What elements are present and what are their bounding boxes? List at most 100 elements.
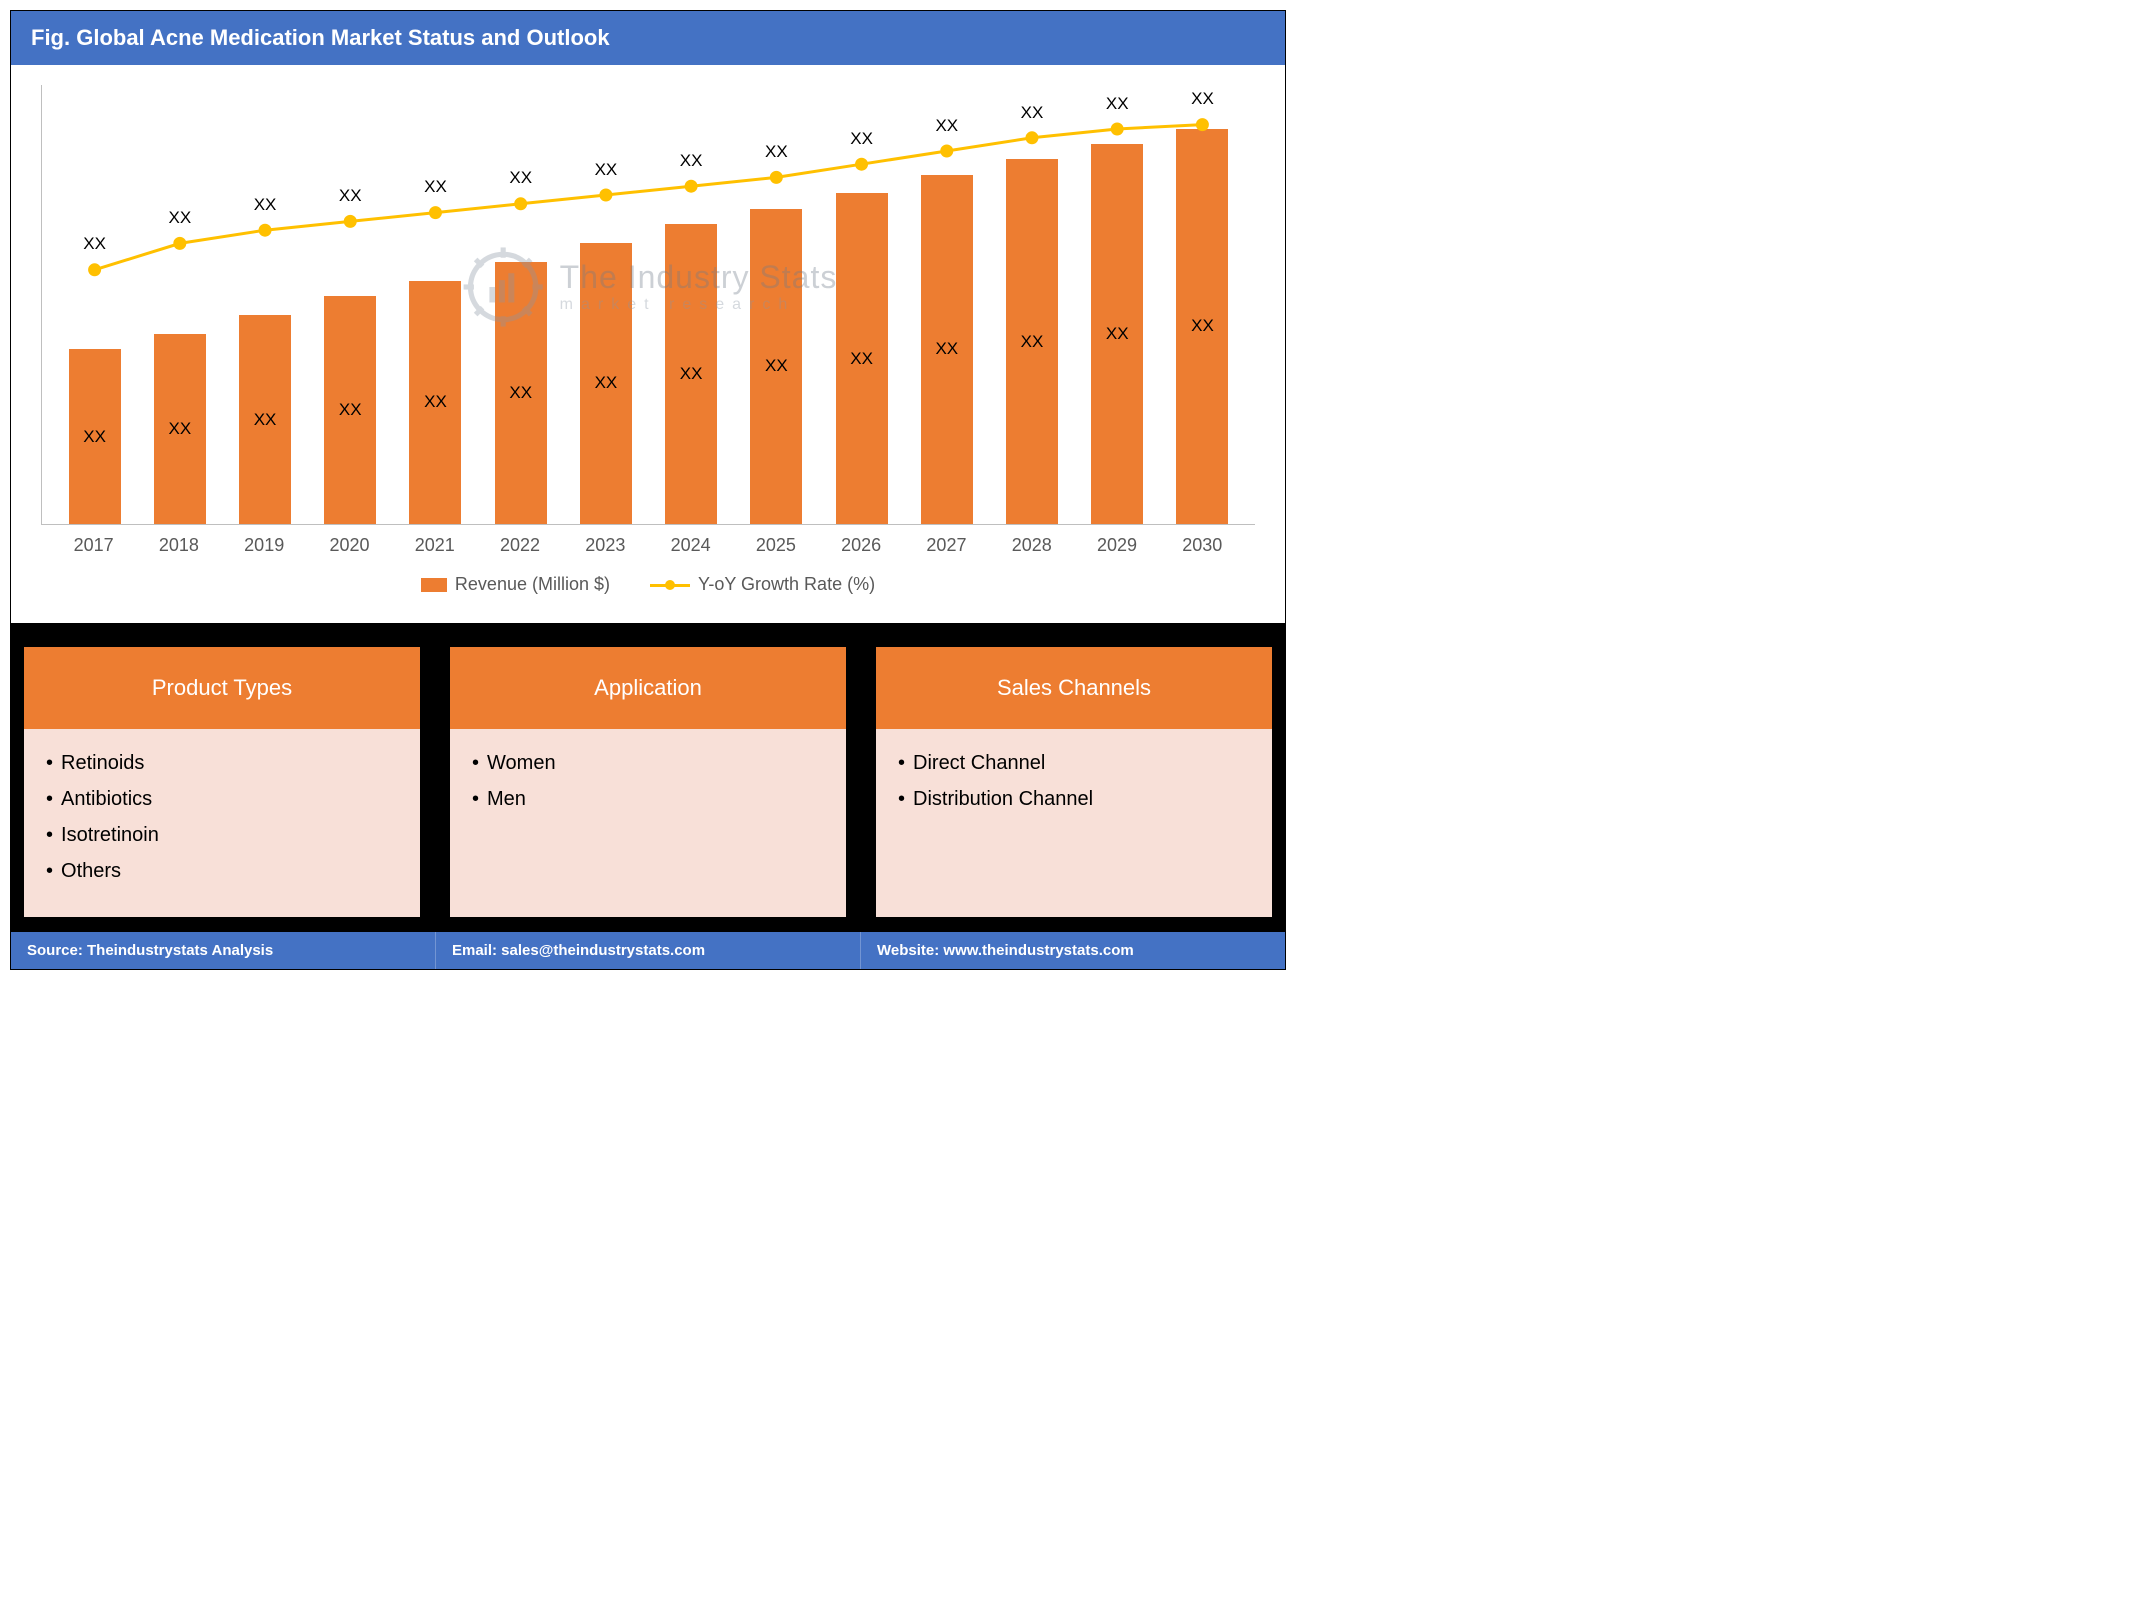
x-axis-label: 2027: [904, 535, 989, 556]
panel-item: Others: [46, 853, 398, 889]
panel-body: Direct ChannelDistribution Channel: [876, 729, 1272, 917]
panel-body: RetinoidsAntibioticsIsotretinoinOthers: [24, 729, 420, 917]
panel-item: Antibiotics: [46, 781, 398, 817]
line-point-label: XX: [393, 177, 478, 197]
bars-row: XXXXXXXXXXXXXXXXXXXXXXXXXXXXXXXXXXXXXXXX…: [42, 85, 1255, 524]
line-point-label: XX: [904, 116, 989, 136]
bar-slot: XX XX: [137, 85, 222, 524]
x-axis-label: 2017: [51, 535, 136, 556]
bar-value-label: XX: [850, 349, 873, 369]
bar-slot: XX XX: [1160, 85, 1245, 524]
report-figure: Fig. Global Acne Medication Market Statu…: [10, 10, 1286, 970]
legend-line-label: Y-oY Growth Rate (%): [698, 574, 875, 595]
line-point-label: XX: [819, 129, 904, 149]
panel-header: Sales Channels: [876, 647, 1272, 729]
x-axis-label: 2019: [222, 535, 307, 556]
bar-slot: XX XX: [393, 85, 478, 524]
bar-value-label: XX: [509, 383, 532, 403]
bar-value-label: XX: [935, 339, 958, 359]
revenue-bar: XX: [665, 224, 717, 524]
panel-item: Isotretinoin: [46, 817, 398, 853]
bar-slot: XX XX: [649, 85, 734, 524]
bar-value-label: XX: [1106, 324, 1129, 344]
revenue-bar: XX: [154, 334, 206, 524]
revenue-bar: XX: [1176, 129, 1228, 524]
bar-slot: XX XX: [1075, 85, 1160, 524]
x-axis-label: 2021: [392, 535, 477, 556]
line-point-label: XX: [222, 195, 307, 215]
bar-value-label: XX: [1191, 316, 1214, 336]
chart-legend: Revenue (Million $) Y-oY Growth Rate (%): [41, 556, 1255, 613]
line-point-label: XX: [478, 168, 563, 188]
bar-value-label: XX: [168, 419, 191, 439]
revenue-bar: XX: [69, 349, 121, 524]
line-point-label: XX: [1075, 94, 1160, 114]
panel-item: Men: [472, 781, 824, 817]
line-point-label: XX: [308, 186, 393, 206]
divider-band: [11, 624, 1285, 646]
bar-slot: XX XX: [989, 85, 1074, 524]
x-axis-label: 2029: [1074, 535, 1159, 556]
panel-header: Product Types: [24, 647, 420, 729]
line-point-label: XX: [137, 208, 222, 228]
legend-line-swatch: [650, 578, 690, 592]
bar-value-label: XX: [765, 356, 788, 376]
legend-item-growth: Y-oY Growth Rate (%): [650, 574, 875, 595]
bar-value-label: XX: [424, 392, 447, 412]
revenue-bar: XX: [409, 281, 461, 524]
chart-area: XXXXXXXXXXXXXXXXXXXXXXXXXXXXXXXXXXXXXXXX…: [41, 85, 1255, 525]
revenue-bar: XX: [750, 209, 802, 524]
bar-slot: XX XX: [904, 85, 989, 524]
bar-slot: XX XX: [734, 85, 819, 524]
revenue-bar: XX: [495, 262, 547, 524]
panel-body: WomenMen: [450, 729, 846, 917]
bar-slot: XX XX: [819, 85, 904, 524]
segmentation-panel: Product TypesRetinoidsAntibioticsIsotret…: [23, 646, 421, 918]
bar-value-label: XX: [595, 373, 618, 393]
revenue-bar: XX: [1091, 144, 1143, 524]
legend-bar-label: Revenue (Million $): [455, 574, 610, 595]
x-axis-labels: 2017201820192020202120222023202420252026…: [41, 525, 1255, 556]
footer-email: Email: sales@theindustrystats.com: [436, 932, 861, 969]
bar-slot: XX XX: [308, 85, 393, 524]
panel-item: Direct Channel: [898, 745, 1250, 781]
line-point-label: XX: [563, 160, 648, 180]
bar-value-label: XX: [339, 400, 362, 420]
bar-value-label: XX: [1021, 332, 1044, 352]
figure-title-bar: Fig. Global Acne Medication Market Statu…: [11, 11, 1285, 65]
legend-item-revenue: Revenue (Million $): [421, 574, 610, 595]
footer-bar: Source: Theindustrystats Analysis Email:…: [11, 932, 1285, 969]
segmentation-panel: Sales ChannelsDirect ChannelDistribution…: [875, 646, 1273, 918]
x-axis-label: 2020: [307, 535, 392, 556]
segmentation-panels: Product TypesRetinoidsAntibioticsIsotret…: [11, 646, 1285, 932]
revenue-bar: XX: [1006, 159, 1058, 524]
panel-item: Distribution Channel: [898, 781, 1250, 817]
bar-value-label: XX: [83, 427, 106, 447]
footer-source: Source: Theindustrystats Analysis: [11, 932, 436, 969]
panel-item: Women: [472, 745, 824, 781]
bar-slot: XX XX: [52, 85, 137, 524]
line-point-label: XX: [734, 142, 819, 162]
x-axis-label: 2023: [563, 535, 648, 556]
bar-slot: XX XX: [478, 85, 563, 524]
x-axis-label: 2028: [989, 535, 1074, 556]
line-point-label: XX: [52, 234, 137, 254]
revenue-bar: XX: [239, 315, 291, 524]
panel-item: Retinoids: [46, 745, 398, 781]
revenue-bar: XX: [580, 243, 632, 524]
revenue-bar: XX: [921, 175, 973, 525]
chart-panel: XXXXXXXXXXXXXXXXXXXXXXXXXXXXXXXXXXXXXXXX…: [11, 65, 1285, 624]
x-axis-label: 2030: [1160, 535, 1245, 556]
revenue-bar: XX: [836, 193, 888, 524]
bar-value-label: XX: [680, 364, 703, 384]
x-axis-label: 2024: [648, 535, 733, 556]
revenue-bar: XX: [324, 296, 376, 524]
x-axis-label: 2026: [819, 535, 904, 556]
line-point-label: XX: [989, 103, 1074, 123]
x-axis-label: 2018: [136, 535, 221, 556]
line-point-label: XX: [1160, 89, 1245, 109]
legend-bar-swatch: [421, 578, 447, 592]
x-axis-label: 2022: [477, 535, 562, 556]
line-point-label: XX: [649, 151, 734, 171]
footer-website: Website: www.theindustrystats.com: [861, 932, 1285, 969]
